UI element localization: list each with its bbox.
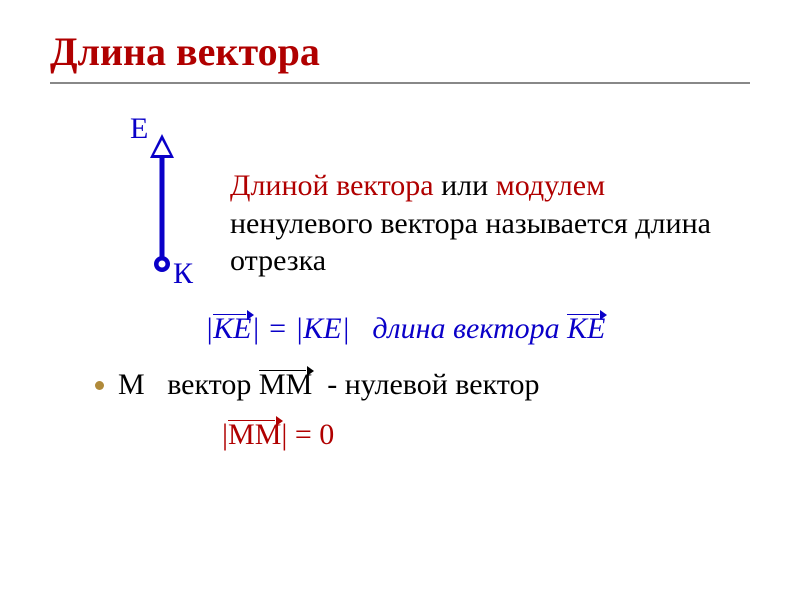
formula-ke: |КЕ| = |KE| длина вектора КЕ: [205, 312, 605, 346]
vec-mm-zero: ММ: [228, 418, 281, 452]
bullet-icon: [95, 381, 104, 390]
vec-ke-tail: КЕ: [567, 312, 605, 346]
vec-mm-text: ММ: [259, 368, 312, 401]
vec-ke-lhs: КЕ: [213, 312, 251, 346]
vector-start-label: К: [173, 257, 193, 291]
definition-lead: Длиной вектора: [230, 169, 434, 202]
slide-title: Длина вектора: [50, 30, 750, 84]
vec-mm: ММ: [259, 368, 312, 402]
row-m-text2: - нулевой вектор: [327, 368, 539, 402]
row-m-text1: вектор: [167, 368, 251, 402]
title-text: Длина вектора: [50, 29, 320, 74]
vec-mm-zero-text: ММ: [228, 418, 281, 451]
point-m-label: М: [118, 368, 145, 402]
row-m: М вектор ММ - нулевой вектор: [95, 368, 539, 402]
ke-tail-text: длина вектора: [372, 312, 559, 345]
formula-mm-zero: |ММ| = 0: [222, 418, 334, 452]
mm-zero-eq: = 0: [295, 418, 334, 451]
title-underline: [50, 82, 750, 84]
definition-text: Длиной вектора или модулем ненулевого ве…: [230, 167, 750, 280]
ke-rhs: KE: [303, 312, 341, 345]
definition-modulus: модулем: [496, 169, 605, 202]
definition-mid: или: [434, 169, 496, 202]
definition-rest: ненулевого вектора называется длина отре…: [230, 207, 711, 278]
vector-origin-inner: [159, 261, 166, 268]
